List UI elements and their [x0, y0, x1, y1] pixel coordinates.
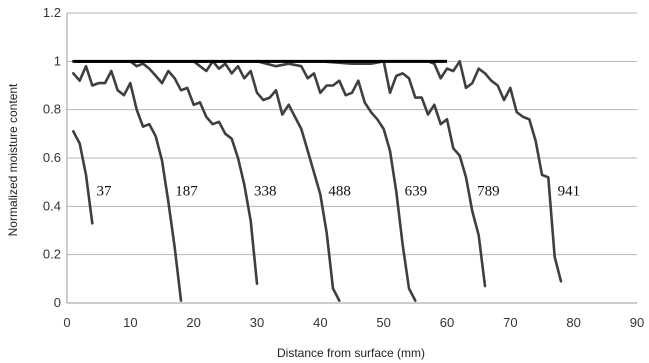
- y-tick-label: 0.6: [43, 150, 61, 165]
- y-tick-label: 0.2: [43, 247, 61, 262]
- series-line-941: [72, 59, 563, 283]
- y-tick-label: 1: [54, 53, 61, 68]
- series-line-37: [72, 130, 94, 225]
- x-tick-label: 90: [630, 315, 644, 330]
- series-line-639: [72, 59, 417, 302]
- series-line-488: [72, 59, 341, 302]
- curve-label-338: 338: [254, 183, 277, 199]
- x-tick-label: 60: [440, 315, 454, 330]
- y-tick-label: 1.2: [43, 5, 61, 20]
- series-lines: [72, 59, 563, 302]
- x-tick-label: 0: [63, 315, 70, 330]
- curve-label-488: 488: [328, 183, 351, 199]
- x-axis-title: Distance from surface (mm): [277, 346, 425, 360]
- tick-labels: 0 0.2 0.4 0.6 0.8 1 1.2 0 10 20 30 40 50 60 70 80 90: [43, 5, 644, 330]
- x-tick-label: 70: [503, 315, 517, 330]
- y-tick-label: 0.8: [43, 102, 61, 117]
- series-line-338: [72, 59, 259, 286]
- y-tick-label: 0.4: [43, 198, 61, 213]
- curve-label-789: 789: [477, 183, 500, 199]
- y-axis-title: Normalized moisture content: [6, 83, 20, 236]
- curve-label-187: 187: [175, 183, 198, 199]
- x-tick-label: 10: [123, 315, 137, 330]
- x-tick-label: 50: [376, 315, 390, 330]
- series-line-187: [72, 64, 183, 302]
- series-line-789: [72, 59, 487, 288]
- x-tick-label: 40: [313, 315, 327, 330]
- y-tick-label: 0: [54, 295, 61, 310]
- curve-labels: 37 187 338 488 639 789 941: [97, 183, 581, 199]
- curve-label-37: 37: [97, 183, 113, 199]
- x-tick-label: 20: [186, 315, 200, 330]
- x-tick-label: 30: [250, 315, 264, 330]
- axes: [66, 13, 637, 304]
- x-tick-label: 80: [566, 315, 580, 330]
- curve-label-639: 639: [405, 183, 428, 199]
- curve-label-941: 941: [558, 183, 581, 199]
